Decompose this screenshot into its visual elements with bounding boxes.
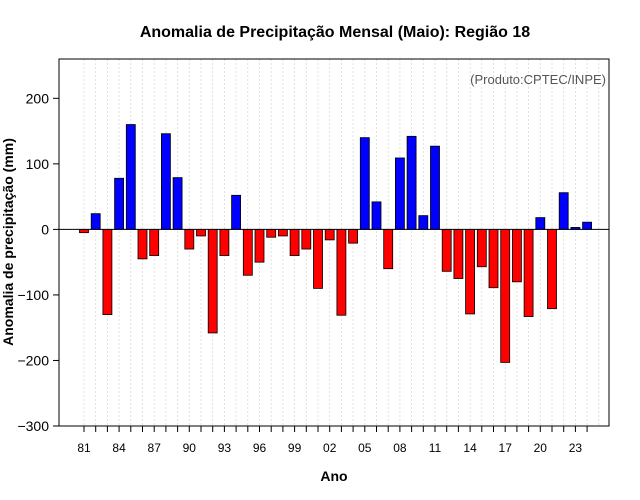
x-tick-label: 87 (148, 441, 162, 455)
x-tick-label: 08 (393, 441, 407, 455)
y-axis: −300 −200 −100 0 100 200 (17, 90, 59, 434)
x-tick-label: 17 (499, 441, 513, 455)
bar-2022 (558, 192, 569, 230)
bar-1991 (196, 228, 206, 237)
bar-2014 (465, 228, 476, 315)
x-tick-label: 99 (288, 441, 302, 455)
bar-2007 (383, 228, 394, 270)
x-tick-label: 20 (534, 441, 548, 455)
grid-lines (83, 59, 600, 426)
bar-1993 (219, 228, 230, 256)
bar-2009 (406, 135, 417, 230)
bar-2021 (547, 228, 557, 310)
y-tick-label: 0 (41, 221, 49, 237)
bar-1985 (125, 124, 136, 230)
bar-2013 (453, 228, 464, 279)
bar-2018 (512, 228, 522, 283)
bar-1984 (114, 177, 124, 230)
x-tick-label: 23 (569, 441, 583, 455)
bar-2001 (313, 228, 323, 289)
bar-2019 (523, 228, 534, 317)
bar-1983 (102, 228, 113, 315)
bar-1986 (137, 228, 148, 260)
credit-text: (Produto:CPTEC/INPE) (470, 72, 606, 87)
x-tick-label: 93 (218, 441, 232, 455)
x-tick-label: 84 (112, 441, 126, 455)
bar-2012 (441, 228, 452, 272)
x-axis: 81 84 87 90 93 96 99 02 05 08 11 14 17 20 23 (77, 426, 588, 455)
bar-2004 (348, 228, 359, 244)
bar-2015 (476, 228, 487, 268)
bar-2024 (582, 221, 592, 230)
bar-1995 (242, 228, 253, 276)
bar-2016 (488, 228, 499, 289)
x-tick-label: 02 (323, 441, 337, 455)
x-tick-label: 81 (77, 441, 91, 455)
x-tick-label: 14 (463, 441, 477, 455)
x-axis-label: Ano (320, 468, 347, 484)
bar-2020 (535, 217, 546, 230)
bar-1989 (172, 177, 183, 230)
bar-2010 (418, 215, 429, 230)
y-axis-label: Anomalia de precipitação (mm) (0, 138, 16, 346)
bar-1990 (184, 228, 195, 250)
chart-title: Anomalia de Precipitação Mensal (Maio): … (140, 24, 530, 41)
bar-1988 (160, 133, 171, 230)
x-tick-label: 11 (429, 441, 442, 455)
x-tick-label: 90 (183, 441, 197, 455)
bar-1992 (207, 228, 218, 334)
bar-2006 (371, 201, 382, 230)
bar-2000 (301, 228, 312, 250)
y-tick-label: 100 (26, 156, 50, 172)
bar-1982 (90, 213, 101, 230)
bar-2017 (500, 228, 511, 363)
y-tick-label: −200 (17, 352, 49, 368)
bar-1998 (277, 228, 288, 237)
bar-2003 (336, 228, 347, 316)
y-tick-label: −300 (17, 418, 49, 434)
y-tick-label: −100 (17, 287, 49, 303)
x-tick-label: 05 (358, 441, 372, 455)
y-tick-label: 200 (26, 90, 50, 106)
bar-1994 (231, 194, 242, 230)
x-tick-label: 96 (253, 441, 267, 455)
bar-1987 (149, 228, 160, 256)
bar-2005 (359, 137, 370, 230)
bar-1996 (254, 228, 265, 263)
bar-2002 (324, 228, 335, 241)
bar-1997 (266, 228, 277, 238)
bar-2008 (394, 157, 405, 230)
plot-frame (58, 58, 610, 427)
bar-1999 (289, 228, 300, 256)
bar-2011 (430, 145, 440, 230)
